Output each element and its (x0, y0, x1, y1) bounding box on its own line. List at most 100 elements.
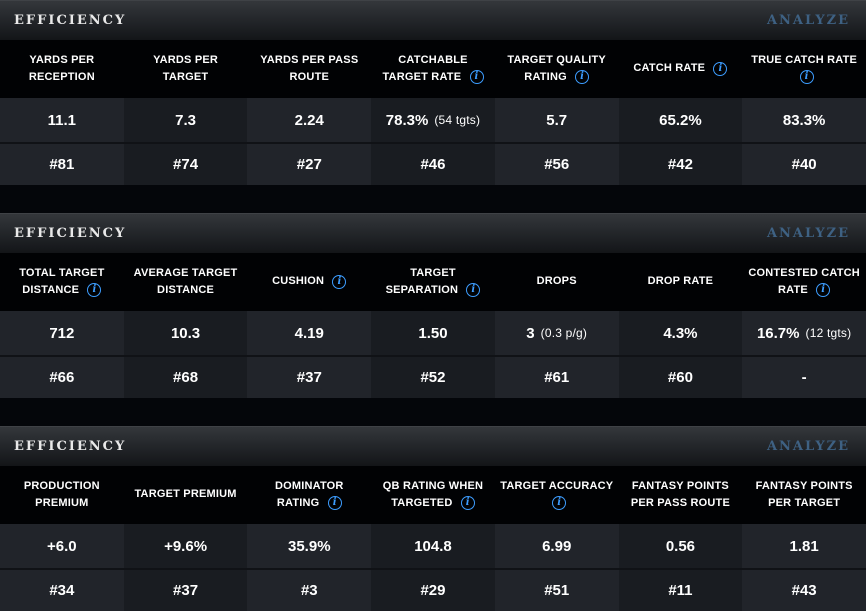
column-header: AVERAGE TARGET DISTANCE (124, 253, 248, 311)
stat-rank: #46 (420, 156, 446, 173)
stat-cell: 5.7 (494, 98, 619, 142)
panel-title: EFFICIENCY (14, 13, 127, 28)
stat-cell: 35.9% (247, 524, 372, 568)
column-header-label: PRODUCTION PREMIUM (23, 479, 100, 509)
efficiency-panel-1: EFFICIENCY ANALYZE YARDS PER RECEPTION Y… (0, 0, 866, 185)
column-header: DROPS (495, 253, 619, 311)
rank-cell: #11 (618, 568, 743, 611)
column-header-row: TOTAL TARGET DISTANCE i AVERAGE TARGET D… (0, 253, 866, 311)
stat-value: 78.3% (385, 111, 429, 129)
efficiency-panel-2: EFFICIENCY ANALYZE TOTAL TARGET DISTANCE… (0, 213, 866, 398)
stat-value: 3 (526, 324, 535, 342)
value-row: +6.0 +9.6% 35.9% 104.8 6.99 0.56 1.81 (0, 524, 866, 568)
stat-cell: 65.2% (618, 98, 743, 142)
info-icon[interactable]: i (575, 70, 590, 85)
info-icon[interactable]: i (332, 274, 347, 289)
stat-cell: 1.81 (742, 524, 866, 568)
stat-rank: #61 (544, 369, 570, 386)
column-header-label: TOTAL TARGET DISTANCE (19, 266, 105, 296)
stat-cell: 0.56 (618, 524, 743, 568)
rank-cell: #60 (618, 355, 743, 398)
rank-cell: - (742, 355, 866, 398)
column-header: CATCHABLE TARGET RATE i (371, 40, 495, 98)
stat-cell: 1.50 (371, 311, 495, 355)
column-header-label: CATCHABLE TARGET RATE (382, 53, 468, 83)
info-icon[interactable]: i (87, 283, 102, 298)
column-header: TARGET SEPARATION i (371, 253, 495, 311)
value-row: 11.1 7.3 2.24 78.3% (54 tgts) 5.7 65.2% 8… (0, 98, 866, 142)
stat-cell: +9.6% (123, 524, 248, 568)
info-icon[interactable]: i (713, 61, 728, 76)
rank-row: #66 #68 #37 #52 #61 #60 - (0, 355, 866, 398)
stat-rank: #29 (420, 582, 446, 599)
info-icon[interactable]: i (816, 283, 831, 298)
info-icon[interactable]: i (552, 496, 567, 511)
stat-rank: #43 (791, 582, 817, 599)
column-header: DROP RATE (619, 253, 743, 311)
column-header: DOMINATOR RATING i (247, 466, 371, 524)
rank-cell: #37 (247, 355, 372, 398)
panel-header: EFFICIENCY ANALYZE (0, 0, 866, 40)
column-header-label: TRUE CATCH RATE (751, 53, 858, 66)
info-icon-glyph: i (465, 497, 470, 509)
info-icon[interactable]: i (460, 496, 475, 511)
rank-row: #81 #74 #27 #46 #56 #42 #40 (0, 142, 866, 185)
column-header-label: CONTESTED CATCH RATE (748, 266, 860, 296)
column-header-label: FANTASY POINTS PER PASS ROUTE (630, 479, 730, 509)
column-header: TARGET PREMIUM (124, 466, 248, 524)
stat-value: 104.8 (414, 537, 452, 555)
rank-cell: #46 (371, 142, 495, 185)
rank-cell: #34 (0, 568, 124, 611)
stat-cell: 2.24 (247, 98, 372, 142)
stat-cell: 712 (0, 311, 124, 355)
column-header-label: TARGET SEPARATION (385, 266, 459, 296)
rank-cell: #56 (494, 142, 619, 185)
rank-cell: #29 (371, 568, 495, 611)
stat-cell: 10.3 (123, 311, 248, 355)
column-header-label: TARGET PREMIUM (134, 488, 237, 501)
info-icon[interactable]: i (466, 283, 481, 298)
column-header: YARDS PER TARGET (124, 40, 248, 98)
column-header: FANTASY POINTS PER TARGET (742, 466, 866, 524)
stat-cell: 104.8 (371, 524, 495, 568)
column-header-label: TARGET ACCURACY (500, 479, 614, 492)
stat-rank: #68 (173, 369, 199, 386)
stat-value: 1.81 (789, 537, 819, 555)
info-icon[interactable]: i (799, 70, 814, 85)
info-icon[interactable]: i (327, 496, 342, 511)
rank-cell: #61 (494, 355, 619, 398)
stat-rank: #37 (296, 369, 322, 386)
info-icon-glyph: i (821, 284, 826, 296)
stat-rank: #34 (49, 582, 75, 599)
column-header: PRODUCTION PREMIUM (0, 466, 124, 524)
stat-value: 7.3 (175, 111, 196, 129)
rank-cell: #52 (371, 355, 495, 398)
analyze-link[interactable]: ANALYZE (766, 226, 850, 241)
column-header: TARGET ACCURACY i (495, 466, 619, 524)
panel-header: EFFICIENCY ANALYZE (0, 426, 866, 466)
stat-value: 65.2% (659, 111, 702, 129)
stat-cell: +6.0 (0, 524, 124, 568)
stat-value: 4.3% (663, 324, 698, 342)
info-icon[interactable]: i (469, 70, 484, 85)
column-header-label: TARGET QUALITY RATING (507, 53, 606, 83)
analyze-link[interactable]: ANALYZE (766, 13, 850, 28)
analyze-link[interactable]: ANALYZE (766, 439, 850, 454)
column-header-label: CATCH RATE (633, 62, 706, 75)
column-header: TRUE CATCH RATE i (742, 40, 866, 98)
column-header-label: QB RATING WHEN TARGETED (382, 479, 484, 509)
stat-rank: #42 (667, 156, 693, 173)
rank-cell: #27 (247, 142, 372, 185)
panel-title: EFFICIENCY (14, 439, 127, 454)
stat-rank: - (801, 369, 807, 386)
column-header: YARDS PER RECEPTION (0, 40, 124, 98)
rank-cell: #42 (618, 142, 743, 185)
rank-cell: #37 (123, 568, 248, 611)
stat-rank: #40 (791, 156, 817, 173)
column-header-label: YARDS PER TARGET (153, 53, 219, 83)
column-header-row: YARDS PER RECEPTION YARDS PER TARGET YAR… (0, 40, 866, 98)
stat-rank: #56 (544, 156, 570, 173)
stat-rank: #81 (49, 156, 75, 173)
stat-rank: #60 (667, 369, 693, 386)
rank-cell: #3 (247, 568, 372, 611)
